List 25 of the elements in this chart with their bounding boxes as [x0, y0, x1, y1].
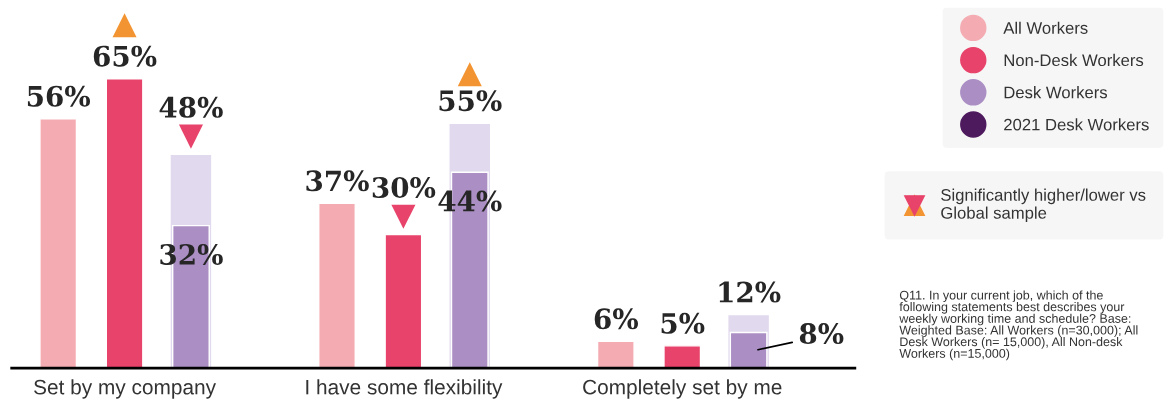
legend-label: Non-Desk Workers: [1004, 53, 1144, 67]
legend-label: 2021 Desk Workers: [1004, 118, 1149, 131]
bar: [318, 202, 356, 369]
data-label: 8%: [799, 323, 844, 345]
bar: [663, 345, 702, 369]
bar: [105, 78, 144, 369]
data-label: 30%: [372, 176, 436, 199]
data-label: 37%: [306, 170, 369, 192]
data-label: 5%: [661, 312, 705, 334]
data-label: 48%: [159, 96, 223, 118]
data-label: 56%: [27, 85, 91, 107]
bar: [384, 233, 423, 369]
x-tick-label: Set by my company: [34, 379, 217, 399]
legend-label: All Workers: [1003, 21, 1088, 34]
bar: [39, 118, 78, 369]
data-label: 55%: [439, 90, 502, 112]
legend-label: Desk Workers: [1004, 86, 1108, 99]
data-label: 6%: [594, 308, 639, 330]
text: Q11. In your current job, which of the following statements best describes your weekly working time and schedule? Base: Weighted Base: All Workers (n=30,000); All Desk Workers (n= 15,000), All Non-desk Workers (n=15,000): [899, 290, 1138, 361]
bar: [596, 340, 635, 369]
x-tick-label: I have some flexibility: [306, 379, 503, 399]
data-label: 65%: [93, 45, 157, 67]
data-label: 12%: [719, 281, 781, 303]
x-tick-label: Completely set by me: [583, 379, 782, 399]
text: Significantly higher/lower vs Global sample: [941, 188, 1146, 223]
